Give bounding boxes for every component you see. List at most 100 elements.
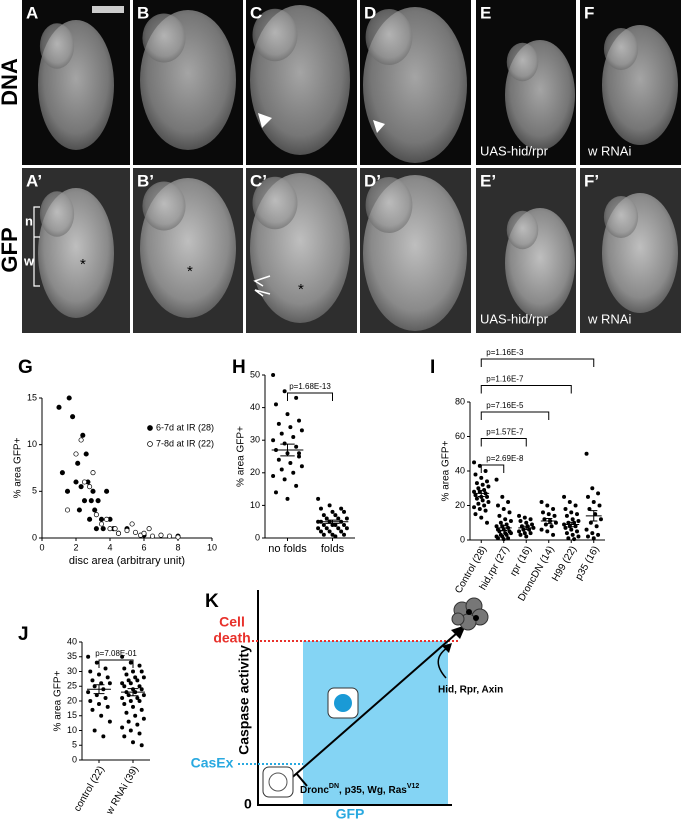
point xyxy=(344,526,349,531)
point xyxy=(501,506,506,511)
point xyxy=(587,506,592,511)
point xyxy=(318,529,323,534)
permissive-zone xyxy=(303,641,448,805)
point xyxy=(575,512,580,517)
point xyxy=(276,421,281,426)
point xyxy=(276,457,281,462)
point xyxy=(137,699,142,703)
point xyxy=(324,516,329,521)
x-tick-label: 6 xyxy=(141,542,146,552)
point xyxy=(141,530,147,536)
point xyxy=(299,464,304,469)
point xyxy=(105,704,110,709)
point xyxy=(88,498,94,504)
point xyxy=(271,373,276,377)
point xyxy=(86,690,91,695)
x-tick-label: 4 xyxy=(107,542,112,552)
point xyxy=(480,482,485,487)
error-bar xyxy=(477,489,485,498)
point xyxy=(139,707,144,712)
tissue xyxy=(603,28,639,70)
panel-label: G xyxy=(18,357,33,378)
point xyxy=(59,470,65,476)
point xyxy=(495,536,500,541)
point xyxy=(539,527,544,532)
point xyxy=(508,519,513,524)
point xyxy=(112,526,118,532)
point xyxy=(333,534,338,539)
point xyxy=(90,470,96,476)
point xyxy=(569,527,574,532)
point xyxy=(279,467,284,472)
point xyxy=(563,506,568,511)
point xyxy=(131,669,135,674)
error-bar xyxy=(325,519,340,524)
y-tick-label: 0 xyxy=(255,532,260,542)
point xyxy=(573,503,578,508)
point xyxy=(107,681,112,686)
origin-label: 0 xyxy=(244,796,252,812)
point xyxy=(472,489,477,494)
point xyxy=(590,486,595,491)
p-value: p=1.57E-7 xyxy=(486,428,524,437)
point xyxy=(497,513,502,518)
point xyxy=(97,672,101,677)
point xyxy=(522,531,527,536)
point xyxy=(591,536,596,541)
panel-label: B’ xyxy=(137,171,154,190)
tissue xyxy=(252,8,298,62)
point xyxy=(479,515,484,520)
legend-marker xyxy=(147,425,153,431)
p-value: p=1.16E-3 xyxy=(486,348,524,357)
nucleus xyxy=(334,694,352,712)
point xyxy=(339,506,344,511)
point xyxy=(473,472,478,477)
point xyxy=(166,533,173,539)
point xyxy=(92,507,98,513)
point xyxy=(327,503,332,508)
point xyxy=(570,517,575,522)
point xyxy=(66,395,72,401)
point xyxy=(135,678,140,683)
point xyxy=(473,512,478,517)
point xyxy=(342,509,347,514)
point xyxy=(518,532,523,537)
point xyxy=(294,444,299,449)
point xyxy=(482,503,487,508)
point xyxy=(78,484,84,490)
point xyxy=(78,437,84,443)
point xyxy=(291,470,296,475)
point xyxy=(282,477,287,482)
point xyxy=(330,509,335,514)
point xyxy=(99,713,104,718)
p-value: p=7.16E-5 xyxy=(486,401,524,410)
point xyxy=(588,520,593,525)
point xyxy=(576,534,581,539)
point xyxy=(120,696,125,701)
point xyxy=(585,534,590,539)
point xyxy=(94,660,99,665)
point xyxy=(551,532,556,537)
point xyxy=(500,494,505,499)
point xyxy=(273,490,278,495)
panel-label: A xyxy=(26,3,38,22)
point xyxy=(564,513,569,518)
point xyxy=(483,508,488,513)
point xyxy=(485,494,490,499)
diagram: K Caspase activity GFP 0 Cell death CasE… xyxy=(191,590,503,822)
point xyxy=(339,529,344,534)
point xyxy=(566,536,571,541)
tissue xyxy=(365,9,413,65)
panel-label: E xyxy=(480,3,491,22)
panel-label: E’ xyxy=(480,171,496,190)
panel-label: C xyxy=(250,3,262,22)
point xyxy=(137,731,142,736)
point xyxy=(591,500,596,505)
point xyxy=(271,474,276,479)
y-tick-label: 20 xyxy=(250,467,260,477)
panel-label: I xyxy=(430,357,435,378)
point xyxy=(104,516,110,522)
y-tick-label: 30 xyxy=(67,666,77,676)
point xyxy=(120,725,125,730)
legend-label: 6-7d at IR (28) xyxy=(156,422,214,432)
